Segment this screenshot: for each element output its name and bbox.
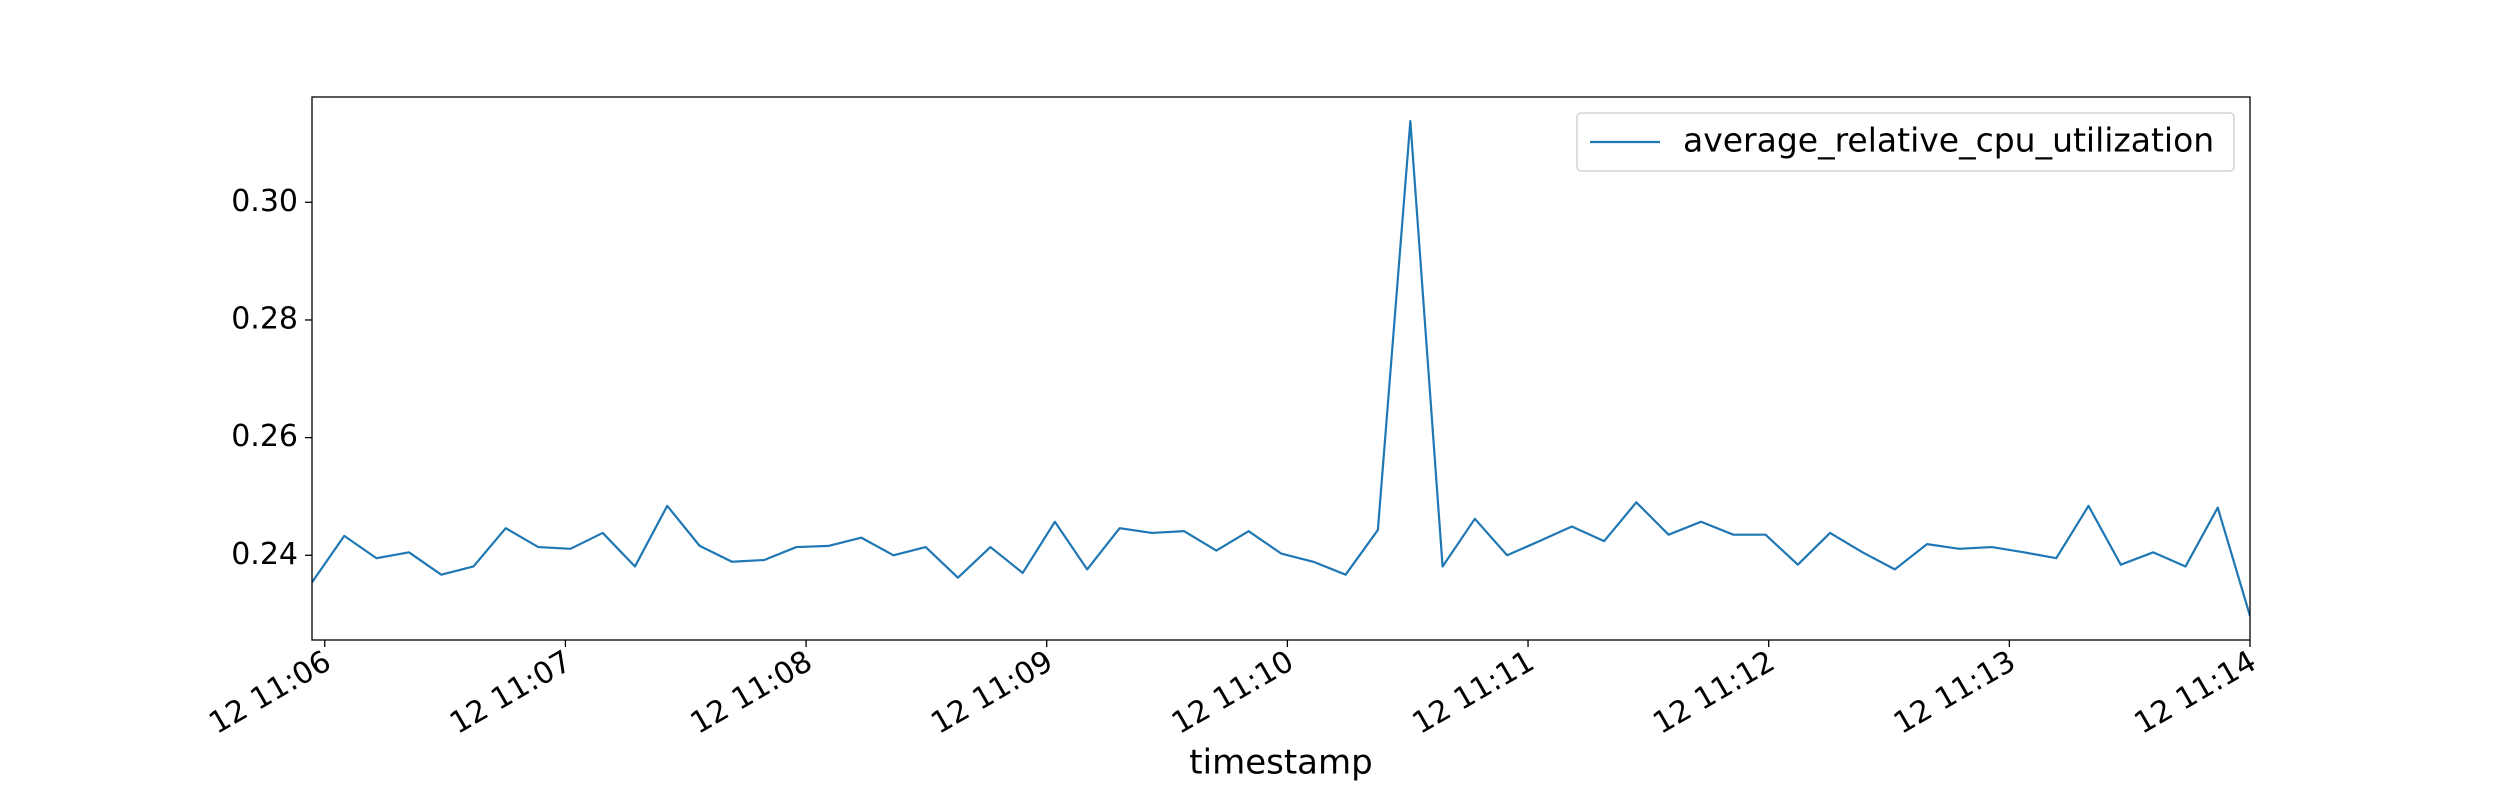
- x-tick-label: 12 11:14: [2129, 644, 2263, 741]
- x-tick-label: 12 11:10: [1166, 644, 1300, 741]
- legend-box: [1576, 112, 2235, 172]
- y-tick-label: 0.24: [231, 537, 298, 572]
- y-tick-label: 0.26: [231, 419, 298, 454]
- x-tick-label: 12 11:08: [685, 644, 819, 741]
- legend-label: average_relative_cpu_utilization: [1683, 121, 2214, 160]
- x-tick-label: 12 11:11: [1407, 644, 1541, 741]
- y-tick-label: 0.30: [231, 184, 298, 219]
- series-line: [312, 120, 2250, 617]
- x-tick-label: 12 11:07: [444, 644, 578, 741]
- x-tick-label: 12 11:13: [1888, 644, 2022, 741]
- x-axis-label: timestamp: [1189, 743, 1372, 783]
- y-tick-label: 0.28: [231, 301, 298, 336]
- x-tick-label: 12 11:06: [203, 644, 337, 741]
- x-tick-label: 12 11:09: [925, 644, 1059, 741]
- plot-frame: [311, 96, 2251, 641]
- x-tick-label: 12 11:12: [1647, 644, 1781, 741]
